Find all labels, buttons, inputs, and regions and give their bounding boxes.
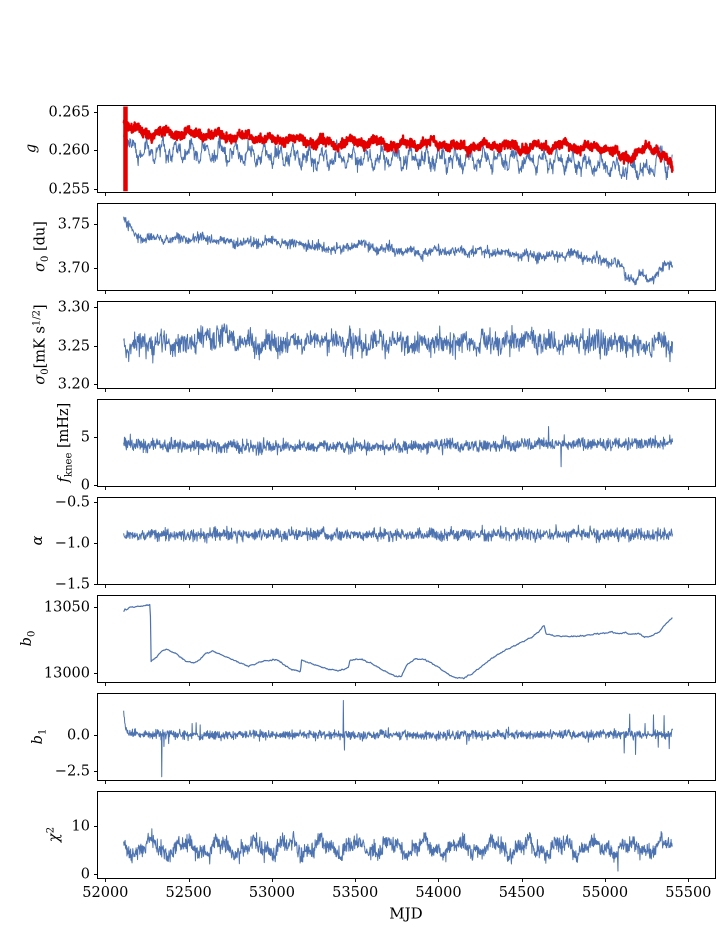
- plot-canvas: [0, 0, 725, 936]
- figure: 000313: [0, 0, 725, 936]
